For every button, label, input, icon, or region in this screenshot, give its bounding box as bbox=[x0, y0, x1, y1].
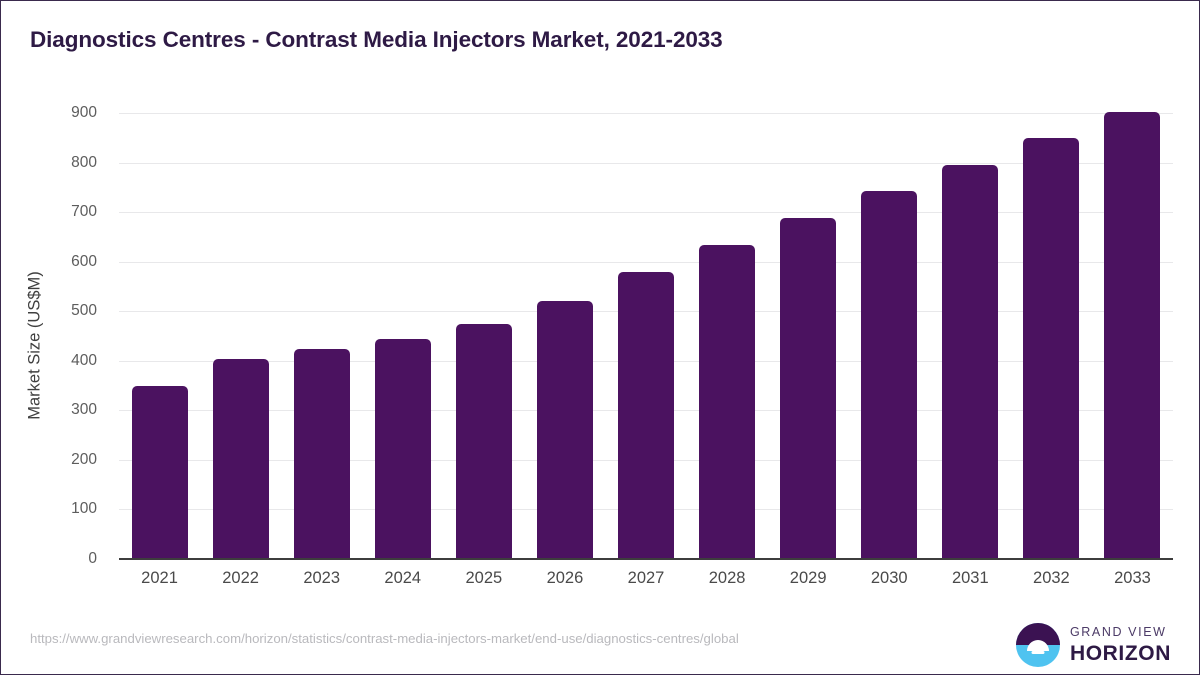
bar-2021[interactable] bbox=[131, 385, 188, 559]
bar-slot bbox=[524, 113, 605, 559]
bar-2025[interactable] bbox=[455, 324, 512, 559]
x-axis-line bbox=[119, 558, 1173, 560]
mark-line-2 bbox=[1031, 651, 1045, 654]
source-url[interactable]: https://www.grandviewresearch.com/horizo… bbox=[30, 631, 739, 646]
y-axis-tick-labels: 0 100 200 300 400 500 600 700 800 900 bbox=[1, 104, 111, 567]
bar-2030[interactable] bbox=[861, 191, 918, 559]
x-axis-tick-label-2029: 2029 bbox=[789, 569, 827, 587]
gridline bbox=[119, 162, 1173, 164]
x-axis-tick-label-2023: 2023 bbox=[303, 569, 341, 587]
gridline bbox=[119, 261, 1173, 263]
y-axis-tick-label: 700 bbox=[71, 203, 97, 221]
y-axis-tick-label: 900 bbox=[71, 104, 97, 121]
gridline bbox=[119, 212, 1173, 214]
plot-area bbox=[119, 112, 1173, 559]
x-axis-tick-label-2026: 2026 bbox=[546, 569, 584, 587]
y-axis-tick-label: 500 bbox=[71, 302, 97, 320]
bar-slot bbox=[930, 113, 1011, 559]
chart-title: Diagnostics Centres - Contrast Media Inj… bbox=[30, 27, 723, 52]
bar-slot bbox=[1092, 112, 1173, 559]
brand-line-2: HORIZON bbox=[1069, 641, 1171, 665]
bar-2028[interactable] bbox=[699, 245, 756, 559]
x-axis-tick-label-2027: 2027 bbox=[627, 569, 665, 587]
bar-2027[interactable] bbox=[618, 271, 674, 559]
bar-slot bbox=[362, 113, 443, 559]
bar-2022[interactable] bbox=[212, 359, 269, 559]
bar-2032[interactable] bbox=[1023, 138, 1080, 559]
x-axis-tick-label-2024: 2024 bbox=[384, 569, 422, 587]
bar-series bbox=[119, 112, 1173, 559]
bar-2026[interactable] bbox=[536, 301, 593, 559]
bar-2029[interactable] bbox=[780, 218, 837, 559]
bar-slot bbox=[443, 113, 524, 559]
bar-2033[interactable] bbox=[1104, 112, 1161, 559]
y-axis-tick-label: 600 bbox=[71, 252, 97, 270]
brand-logo: GRAND VIEW HORIZON bbox=[1015, 623, 1171, 667]
mark-line-1 bbox=[1027, 646, 1048, 649]
bar-slot bbox=[119, 113, 200, 559]
mark-top-half bbox=[1015, 623, 1060, 645]
bar-2023[interactable] bbox=[293, 348, 350, 559]
brand-wordmark: GRAND VIEW HORIZON bbox=[1070, 626, 1171, 664]
bar-slot bbox=[1011, 113, 1092, 559]
bar-slot bbox=[200, 113, 281, 559]
x-axis-tick-label-2021: 2021 bbox=[141, 569, 178, 587]
brand-line-1: GRAND VIEW bbox=[1069, 625, 1167, 640]
x-axis-tick-label-2032: 2032 bbox=[1033, 569, 1070, 587]
bar-slot bbox=[849, 113, 930, 559]
bar-slot bbox=[605, 113, 686, 559]
x-axis-tick-labels: 2021 2022 2023 2024 2025 2026 2027 2028 2029 2030… bbox=[119, 569, 1173, 588]
y-axis-tick-label: 200 bbox=[71, 450, 97, 468]
x-axis-tick-label-2031: 2031 bbox=[951, 569, 989, 587]
y-axis-tick-label: 0 bbox=[88, 550, 97, 567]
mark-dome-shape bbox=[1026, 639, 1049, 651]
x-axis-tick-label-2033: 2033 bbox=[1114, 569, 1151, 587]
y-axis-tick-label: 300 bbox=[71, 401, 97, 419]
y-axis-tick-label: 100 bbox=[71, 500, 97, 518]
bar-slot bbox=[281, 113, 362, 559]
x-axis-tick-label-2022: 2022 bbox=[222, 569, 259, 587]
bar-slot bbox=[768, 113, 849, 559]
bar-2024[interactable] bbox=[374, 338, 431, 559]
gridline bbox=[119, 113, 1173, 114]
y-axis-tick-label: 800 bbox=[71, 153, 97, 171]
x-axis-tick-label-2028: 2028 bbox=[708, 569, 746, 587]
x-axis-tick-label-2030: 2030 bbox=[870, 569, 908, 587]
grand-view-horizon-mark-icon bbox=[1015, 623, 1060, 667]
bar-2031[interactable] bbox=[942, 165, 999, 559]
bar-slot bbox=[687, 113, 768, 559]
y-axis-tick-label: 400 bbox=[71, 351, 97, 369]
x-axis-tick-label-2025: 2025 bbox=[465, 569, 503, 587]
